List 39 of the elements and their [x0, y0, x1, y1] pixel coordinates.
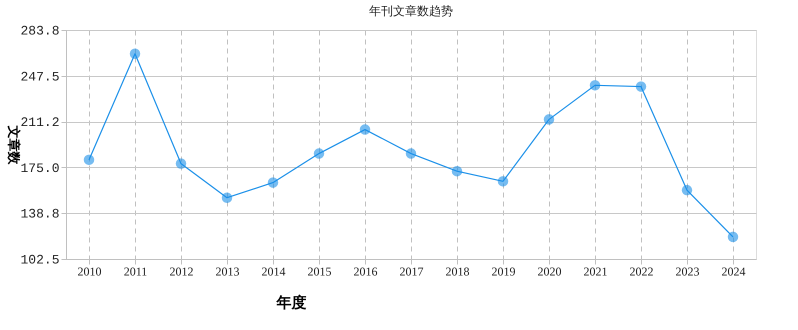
x-tick-label: 2011 — [124, 264, 148, 278]
point — [360, 124, 370, 135]
point — [406, 148, 416, 159]
point — [222, 192, 232, 203]
x-tick-label: 2020 — [538, 264, 562, 278]
x-axis-title: 年度 — [276, 294, 306, 312]
y-tick-label: 211.2 — [20, 115, 60, 130]
point — [590, 80, 600, 91]
y-axis-title: 文章数 — [5, 124, 22, 166]
point — [130, 48, 140, 59]
point — [498, 176, 508, 187]
point — [84, 154, 94, 166]
chart-title: 年刊文章数趋势 — [369, 4, 453, 18]
point — [728, 232, 738, 242]
point — [314, 148, 324, 159]
x-tick-label: 2019 — [492, 264, 516, 278]
x-tick-label: 2010 — [78, 264, 102, 278]
x-tick-label: 2013 — [216, 264, 240, 278]
x-tick-label: 2024 — [722, 264, 746, 278]
x-tick-label: 2021 — [584, 264, 608, 278]
x-tick-label: 2022 — [630, 264, 654, 278]
point — [452, 166, 462, 176]
point — [682, 184, 692, 196]
point — [176, 158, 186, 169]
x-tick-label: 2015 — [308, 264, 332, 278]
point — [636, 81, 646, 92]
x-tick-label: 2017 — [400, 264, 424, 278]
y-tick-label: 102.5 — [20, 252, 60, 268]
x-tick-label: 2023 — [676, 264, 700, 278]
y-tick-label: 247.5 — [20, 69, 60, 84]
x-tick-label: 2012 — [170, 264, 194, 278]
y-tick-label: 138.8 — [20, 206, 60, 222]
x-tick-label: 2014 — [262, 264, 286, 278]
x-tick-label: 2018 — [446, 264, 470, 278]
point — [544, 114, 554, 125]
point — [268, 177, 278, 188]
x-tick-label: 2016 — [354, 264, 378, 278]
y-tick-label: 175.0 — [20, 160, 60, 176]
y-tick-label: 283.8 — [20, 24, 60, 38]
